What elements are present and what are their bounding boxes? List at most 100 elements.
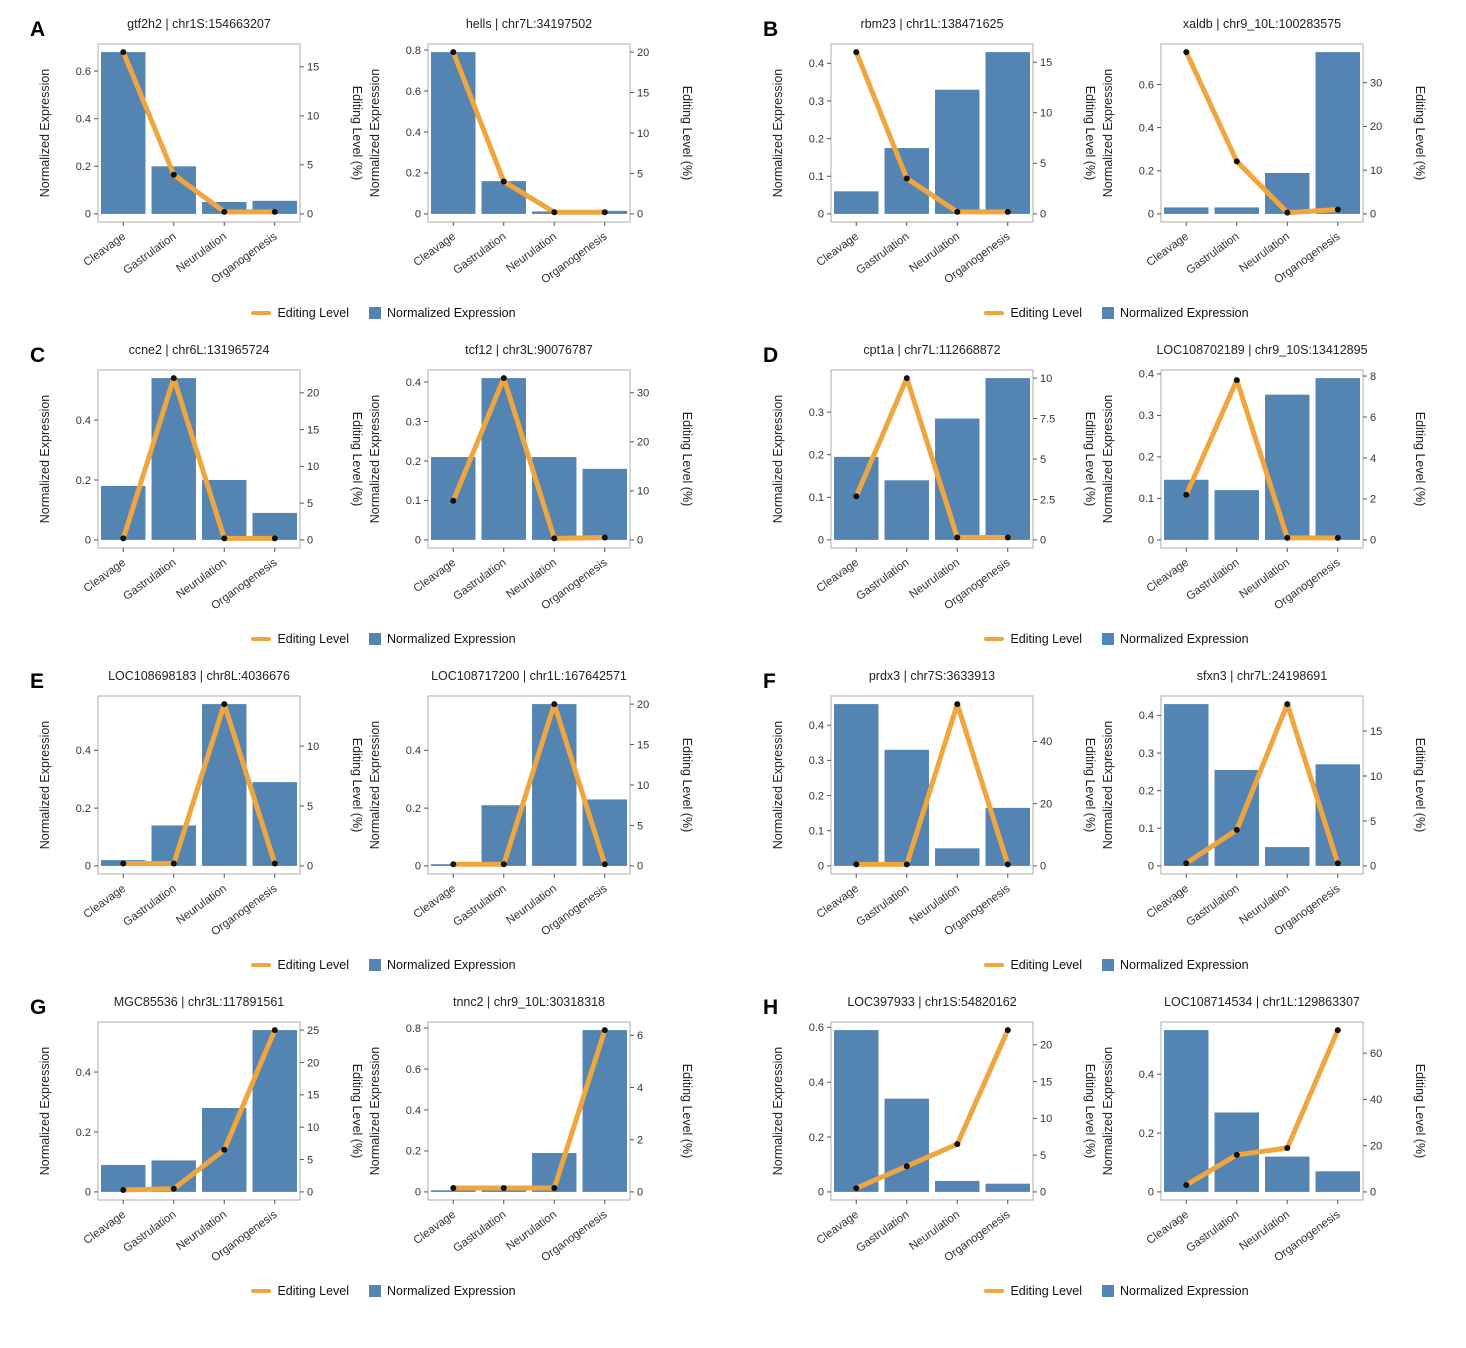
- right-tick-label: 5: [307, 498, 313, 510]
- expression-bar: [1315, 52, 1360, 214]
- editing-level-point: [271, 208, 278, 215]
- right-tick-label: 0: [1040, 535, 1046, 547]
- editing-level-point: [1183, 860, 1190, 867]
- panel-letter: B: [763, 18, 779, 41]
- left-tick-label: 0.8: [406, 1023, 421, 1035]
- editing-level-point: [601, 209, 608, 216]
- plot-border: [1160, 1021, 1364, 1201]
- editing-level-line-swatch: [251, 310, 272, 316]
- editing-level-line-swatch: [251, 962, 272, 968]
- chart-title: xaldb | chr9_10L:100283575: [1183, 17, 1341, 31]
- editing-level-line: [1183, 49, 1341, 216]
- plot-border: [830, 695, 1034, 875]
- left-axis-label: Normalized Expression: [38, 1047, 52, 1176]
- right-tick-label: 15: [307, 62, 319, 74]
- right-tick-label: 5: [307, 1154, 313, 1166]
- expression-bar: [985, 378, 1030, 540]
- expression-bar: [101, 52, 146, 214]
- chart-MGC85536: MGC85536 | chr3L:117891561 0 0.2 0.4 0 5 10 15 2…: [38, 995, 364, 1264]
- left-tick-label: 0.6: [76, 66, 91, 78]
- chart-cpt1a: cpt1a | chr7L:112668872 0 0.1 0.2 0.3 0 2.5 5 7.…: [771, 343, 1097, 612]
- editing-level-point: [903, 175, 910, 182]
- charts-row: MGC85536 | chr3L:117891561 0 0.2 0.4 0 5 10 15 2…: [34, 986, 733, 1286]
- right-axis-label: Editing Level (%): [680, 1064, 694, 1159]
- x-tick-label: Gastrulation: [1184, 1209, 1241, 1255]
- expression-bar: [202, 202, 247, 214]
- left-tick-label: 0.4: [809, 1077, 824, 1089]
- left-tick-label: 0: [85, 535, 91, 547]
- legend-expression-label: Normalized Expression: [1120, 958, 1249, 972]
- right-axis-label: Editing Level (%): [680, 412, 694, 507]
- left-tick-label: 0: [415, 535, 421, 547]
- editing-level-line-swatch: [984, 1288, 1005, 1294]
- editing-level-line: [853, 1027, 1011, 1191]
- editing-level-line: [853, 49, 1011, 215]
- legend-item-normalized-expression: Normalized Expression: [1102, 632, 1249, 646]
- expression-bar: [582, 468, 627, 540]
- chart-title: LOC397933 | chr1S:54820162: [847, 995, 1016, 1009]
- right-tick-label: 40: [1040, 736, 1052, 748]
- editing-level-point: [221, 208, 228, 215]
- editing-level-line: [853, 701, 1011, 867]
- right-tick-label: 0: [307, 861, 313, 873]
- chart-title: cpt1a | chr7L:112668872: [863, 343, 1000, 357]
- right-tick-label: 15: [1370, 726, 1382, 738]
- left-tick-label: 0.4: [1139, 369, 1154, 381]
- editing-level-point: [1334, 206, 1341, 213]
- right-tick-label: 20: [1370, 121, 1382, 133]
- expression-bar: [1214, 207, 1259, 214]
- expression-bar: [935, 1180, 980, 1192]
- chart-hells: hells | chr7L:34197502 0 0.2 0.4 0.6 0.8 0 5 10 1…: [368, 17, 694, 286]
- right-tick-label: 0: [307, 209, 313, 221]
- right-tick-label: 10: [637, 128, 649, 140]
- chart-tcf12: tcf12 | chr3L:90076787 0 0.1 0.2 0.3 0.4 0 10 20…: [368, 343, 694, 612]
- right-tick-label: 0: [1370, 209, 1376, 221]
- left-tick-label: 0.4: [76, 1067, 91, 1079]
- left-tick-label: 0: [818, 861, 824, 873]
- editing-level-point: [551, 1185, 558, 1191]
- legend-expression-label: Normalized Expression: [1120, 306, 1249, 320]
- left-axis-label: Normalized Expression: [1101, 69, 1115, 198]
- x-tick-label: Gastrulation: [854, 883, 911, 929]
- editing-level-point: [1284, 701, 1291, 708]
- legend-item-editing-level: Editing Level: [251, 1284, 349, 1298]
- right-tick-label: 0: [307, 1187, 313, 1199]
- right-axis-label: Editing Level (%): [1413, 86, 1427, 181]
- editing-level-point: [170, 375, 177, 382]
- right-tick-label: 0: [637, 209, 643, 221]
- panel-letter: E: [30, 670, 45, 693]
- left-tick-label: 0.4: [1139, 122, 1154, 134]
- left-axis-label: Normalized Expression: [1101, 395, 1115, 524]
- editing-level-line: [450, 1027, 608, 1191]
- editing-level-point: [601, 861, 608, 868]
- left-axis-label: Normalized Expression: [1101, 721, 1115, 850]
- editing-level-point: [1334, 1027, 1341, 1034]
- editing-level-point: [450, 49, 457, 56]
- editing-level-line: [120, 701, 278, 866]
- x-tick-label: Gastrulation: [121, 1209, 178, 1255]
- plot-border: [1160, 369, 1364, 549]
- x-tick-label: Gastrulation: [854, 1209, 911, 1255]
- right-tick-label: 0: [637, 535, 643, 547]
- expression-bar: [935, 89, 980, 214]
- right-tick-label: 2: [1370, 494, 1376, 506]
- right-tick-label: 15: [307, 1090, 319, 1102]
- right-tick-label: 10: [637, 780, 649, 792]
- legend-item-normalized-expression: Normalized Expression: [1102, 306, 1249, 320]
- right-tick-label: 5: [1040, 1150, 1046, 1162]
- editing-level-line: [450, 49, 608, 215]
- x-tick-label: Gastrulation: [451, 557, 508, 603]
- right-tick-label: 15: [1040, 57, 1052, 69]
- x-tick-label: Cleavage: [815, 1209, 861, 1247]
- left-axis-label: Normalized Expression: [368, 1047, 382, 1176]
- chart-title: rbm23 | chr1L:138471625: [861, 17, 1004, 31]
- expression-bar: [1265, 1156, 1310, 1192]
- panel-E: E LOC108698183 | chr8L:4036676 0 0.2 0.4 0 5 10…: [0, 660, 733, 976]
- plot-border: [427, 369, 631, 549]
- editing-level-point: [954, 701, 961, 708]
- editing-level-point: [954, 208, 961, 215]
